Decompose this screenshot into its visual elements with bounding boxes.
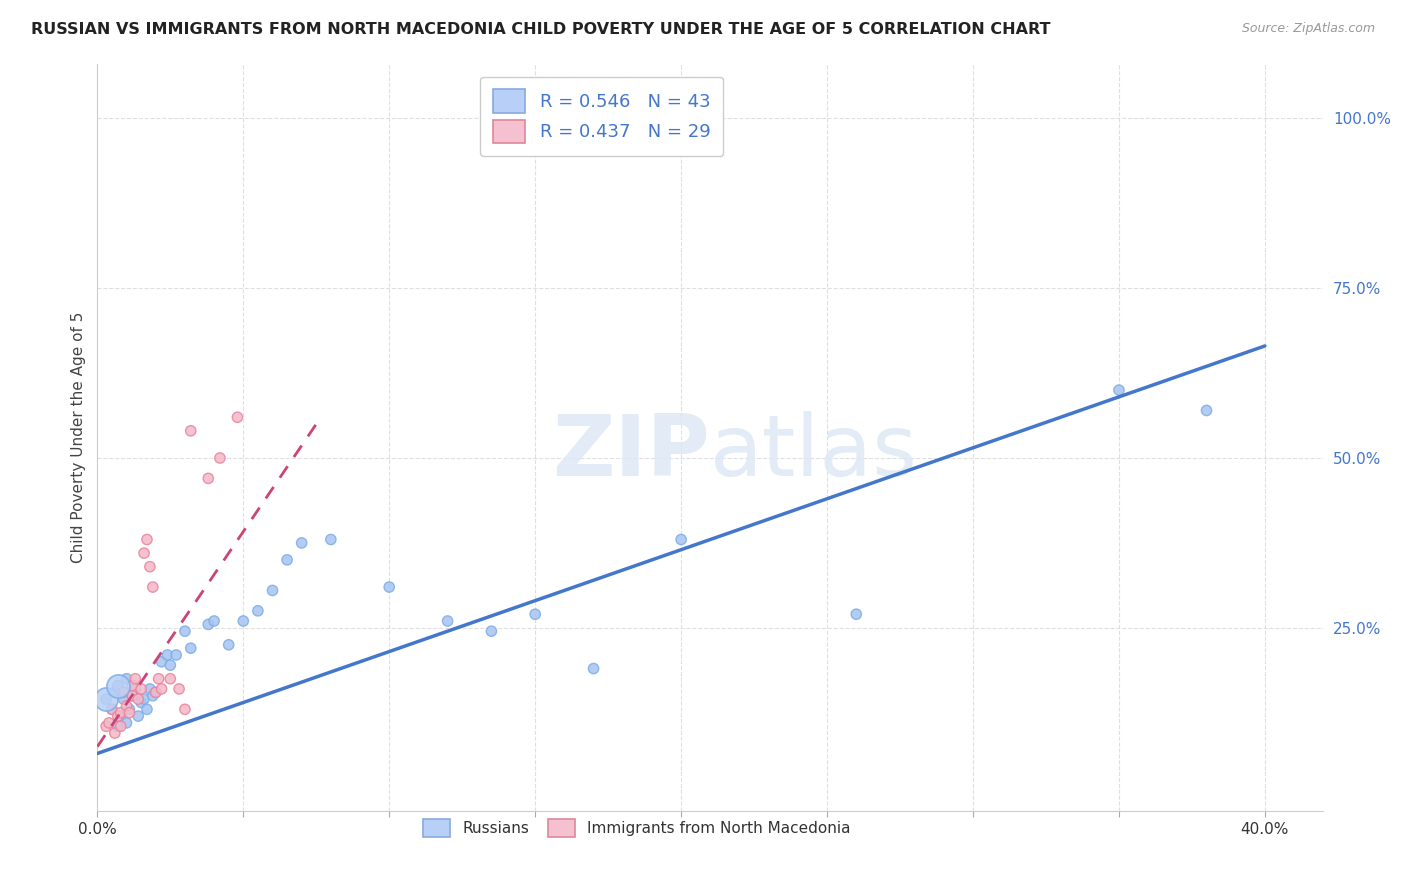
Point [197,471,219,485]
Point [246,604,269,618]
Point [226,410,249,425]
Point [129,681,152,696]
Point [121,689,143,703]
Point [115,715,138,730]
Point [112,685,135,699]
Point [94,692,117,706]
Point [319,533,342,547]
Point [107,679,129,693]
Legend: Russians, Immigrants from North Macedonia: Russians, Immigrants from North Macedoni… [415,812,859,845]
Point [115,698,138,713]
Point [156,648,179,662]
Point [107,719,129,733]
Y-axis label: Child Poverty Under the Age of 5: Child Poverty Under the Age of 5 [72,312,86,564]
Point [180,424,202,438]
Point [110,706,132,720]
Point [110,709,132,723]
Point [291,536,314,550]
Point [118,702,141,716]
Point [208,450,231,465]
Point [139,559,162,574]
Point [159,672,181,686]
Point [1108,383,1130,397]
Point [107,679,129,693]
Text: RUSSIAN VS IMMIGRANTS FROM NORTH MACEDONIA CHILD POVERTY UNDER THE AGE OF 5 CORR: RUSSIAN VS IMMIGRANTS FROM NORTH MACEDON… [31,22,1050,37]
Point [232,614,254,628]
Point [121,689,143,703]
Point [150,681,173,696]
Point [481,624,503,639]
Point [124,672,146,686]
Text: ZIP: ZIP [553,411,710,494]
Point [124,681,146,696]
Point [101,702,124,716]
Point [136,702,159,716]
Point [669,533,692,547]
Point [262,583,284,598]
Point [174,624,197,639]
Point [436,614,458,628]
Point [112,692,135,706]
Point [1195,403,1218,417]
Point [159,658,181,673]
Point [132,546,155,560]
Point [148,672,170,686]
Point [104,685,127,699]
Point [104,726,127,740]
Text: Source: ZipAtlas.com: Source: ZipAtlas.com [1241,22,1375,36]
Point [276,553,298,567]
Point [167,681,190,696]
Text: atlas: atlas [710,411,918,494]
Point [110,719,132,733]
Point [121,679,143,693]
Point [180,641,202,656]
Point [165,648,187,662]
Point [139,681,162,696]
Point [132,692,155,706]
Point [115,672,138,686]
Point [127,692,149,706]
Point [150,655,173,669]
Point [127,709,149,723]
Point [145,685,167,699]
Point [218,638,240,652]
Point [524,607,547,622]
Point [582,661,605,675]
Point [129,696,152,710]
Point [197,617,219,632]
Point [202,614,225,628]
Point [378,580,401,594]
Point [174,702,197,716]
Point [98,715,121,730]
Point [136,533,159,547]
Point [94,692,117,706]
Point [142,580,165,594]
Point [145,685,167,699]
Point [94,719,117,733]
Point [107,709,129,723]
Point [118,706,141,720]
Point [845,607,868,622]
Point [142,689,165,703]
Point [101,702,124,716]
